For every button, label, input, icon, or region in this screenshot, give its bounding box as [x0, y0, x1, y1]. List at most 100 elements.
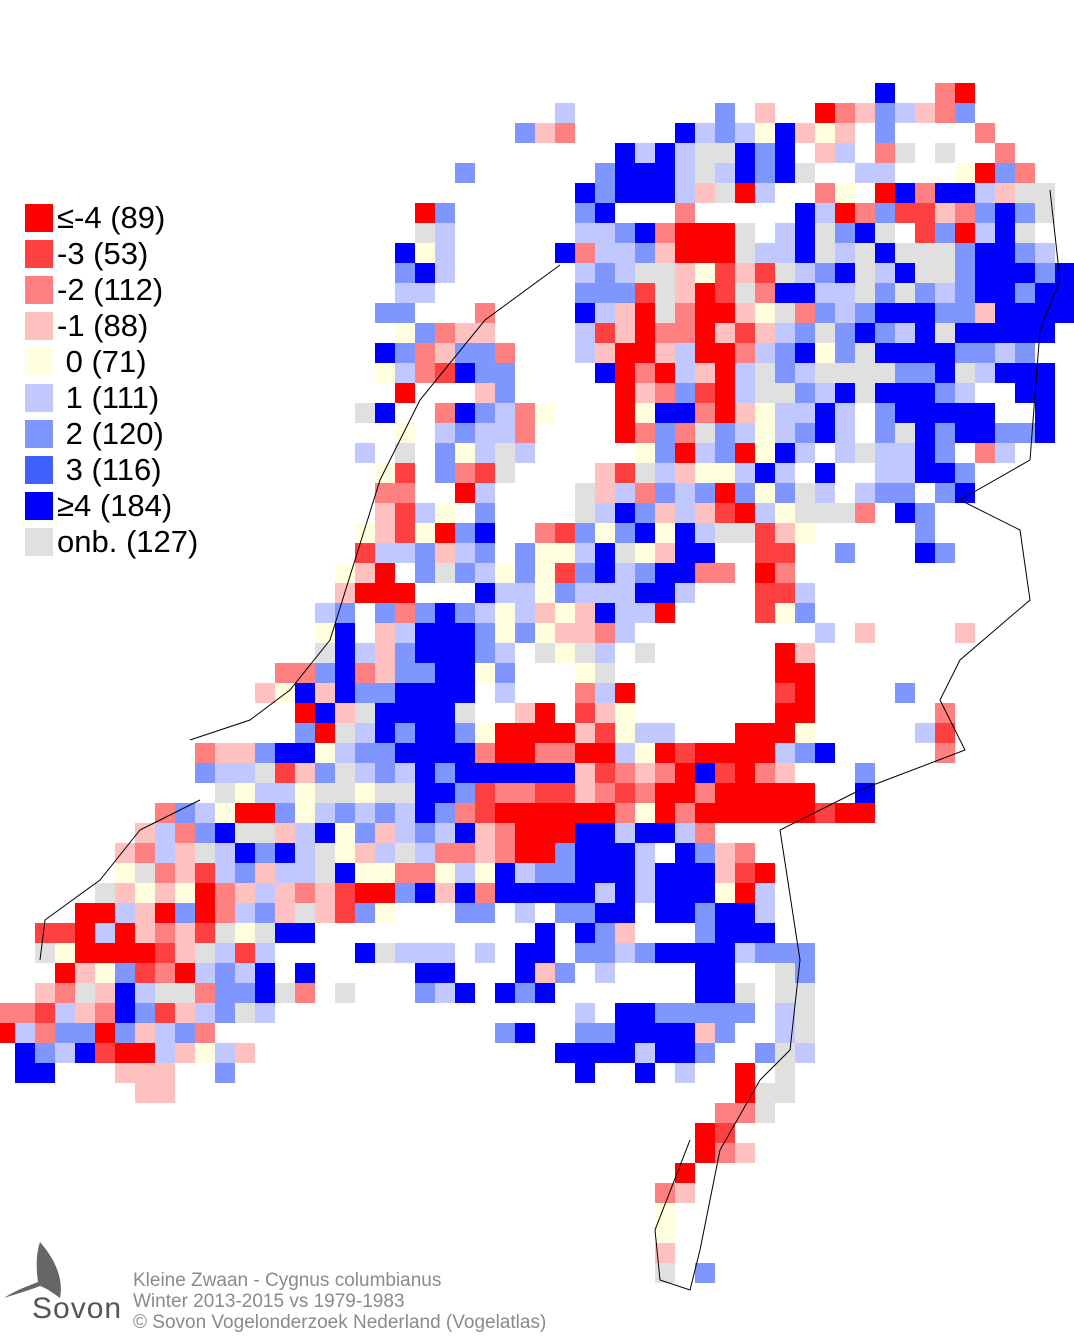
grid-cell [775, 983, 795, 1003]
grid-cell [795, 423, 815, 443]
grid-cell [435, 783, 455, 803]
grid-cell [915, 183, 935, 203]
grid-cell [995, 143, 1015, 163]
grid-cell [115, 1023, 135, 1043]
grid-cell [655, 943, 675, 963]
grid-cell [155, 943, 175, 963]
grid-cell [995, 363, 1015, 383]
grid-cell [735, 743, 755, 763]
grid-cell [835, 383, 855, 403]
grid-cell [455, 363, 475, 383]
grid-cell [615, 363, 635, 383]
grid-cell [595, 183, 615, 203]
grid-cell [175, 943, 195, 963]
grid-cell [855, 383, 875, 403]
grid-cell [655, 323, 675, 343]
grid-cell [775, 943, 795, 963]
grid-cell [715, 363, 735, 383]
grid-cell [635, 503, 655, 523]
grid-cell [135, 823, 155, 843]
grid-cell [375, 863, 395, 883]
grid-cell [895, 423, 915, 443]
grid-cell [875, 423, 895, 443]
grid-cell [595, 583, 615, 603]
grid-cell [555, 243, 575, 263]
grid-cell [695, 963, 715, 983]
grid-cell [755, 163, 775, 183]
grid-cell [555, 803, 575, 823]
grid-cell [915, 463, 935, 483]
grid-cell [455, 423, 475, 443]
grid-cell [935, 743, 955, 763]
grid-cell [1055, 263, 1074, 283]
grid-cell [535, 123, 555, 143]
grid-cell [155, 983, 175, 1003]
grid-cell [475, 403, 495, 423]
grid-cell [675, 343, 695, 363]
grid-cell [435, 763, 455, 783]
grid-cell [915, 723, 935, 743]
grid-cell [375, 763, 395, 783]
grid-cell [895, 383, 915, 403]
grid-cell [715, 883, 735, 903]
swallow-icon [4, 1242, 61, 1298]
grid-cell [415, 663, 435, 683]
grid-cell [35, 1043, 55, 1063]
grid-cell [395, 703, 415, 723]
grid-cell [535, 963, 555, 983]
grid-cell [775, 603, 795, 623]
grid-cell [235, 1043, 255, 1063]
grid-cell [935, 363, 955, 383]
grid-cell [755, 383, 775, 403]
legend-item: 3 (116) [25, 452, 198, 488]
grid-cell [295, 923, 315, 943]
grid-cell [755, 603, 775, 623]
grid-cell [775, 703, 795, 723]
grid-cell [575, 923, 595, 943]
grid-cell [975, 163, 995, 183]
grid-cell [555, 823, 575, 843]
grid-cell [555, 543, 575, 563]
legend-swatch [25, 420, 53, 448]
grid-cell [575, 743, 595, 763]
grid-cell [255, 923, 275, 943]
grid-cell [875, 143, 895, 163]
grid-cell [1015, 323, 1035, 343]
grid-cell [935, 143, 955, 163]
grid-cell [675, 403, 695, 423]
grid-cell [355, 663, 375, 683]
grid-cell [955, 423, 975, 443]
grid-cell [435, 963, 455, 983]
grid-cell [275, 883, 295, 903]
grid-cell [295, 703, 315, 723]
grid-cell [155, 843, 175, 863]
grid-cell [475, 603, 495, 623]
grid-cell [835, 803, 855, 823]
grid-cell [375, 883, 395, 903]
grid-cell [615, 583, 635, 603]
grid-cell [375, 803, 395, 823]
grid-cell [735, 483, 755, 503]
grid-cell [455, 743, 475, 763]
legend-item: -1 (88) [25, 308, 198, 344]
legend-swatch [25, 204, 53, 232]
grid-cell [455, 403, 475, 423]
grid-cell [695, 843, 715, 863]
grid-cell [895, 503, 915, 523]
grid-cell [335, 623, 355, 643]
grid-cell [715, 563, 735, 583]
grid-cell [515, 603, 535, 623]
grid-cell [795, 163, 815, 183]
grid-cell [455, 803, 475, 823]
grid-cell [955, 163, 975, 183]
grid-cell [495, 783, 515, 803]
grid-cell [495, 403, 515, 423]
legend-item: ≤-4 (89) [25, 200, 198, 236]
grid-cell [315, 603, 335, 623]
grid-cell [775, 683, 795, 703]
grid-cell [955, 103, 975, 123]
grid-cell [835, 443, 855, 463]
grid-cell [155, 903, 175, 923]
grid-cell [95, 983, 115, 1003]
grid-cell [815, 143, 835, 163]
